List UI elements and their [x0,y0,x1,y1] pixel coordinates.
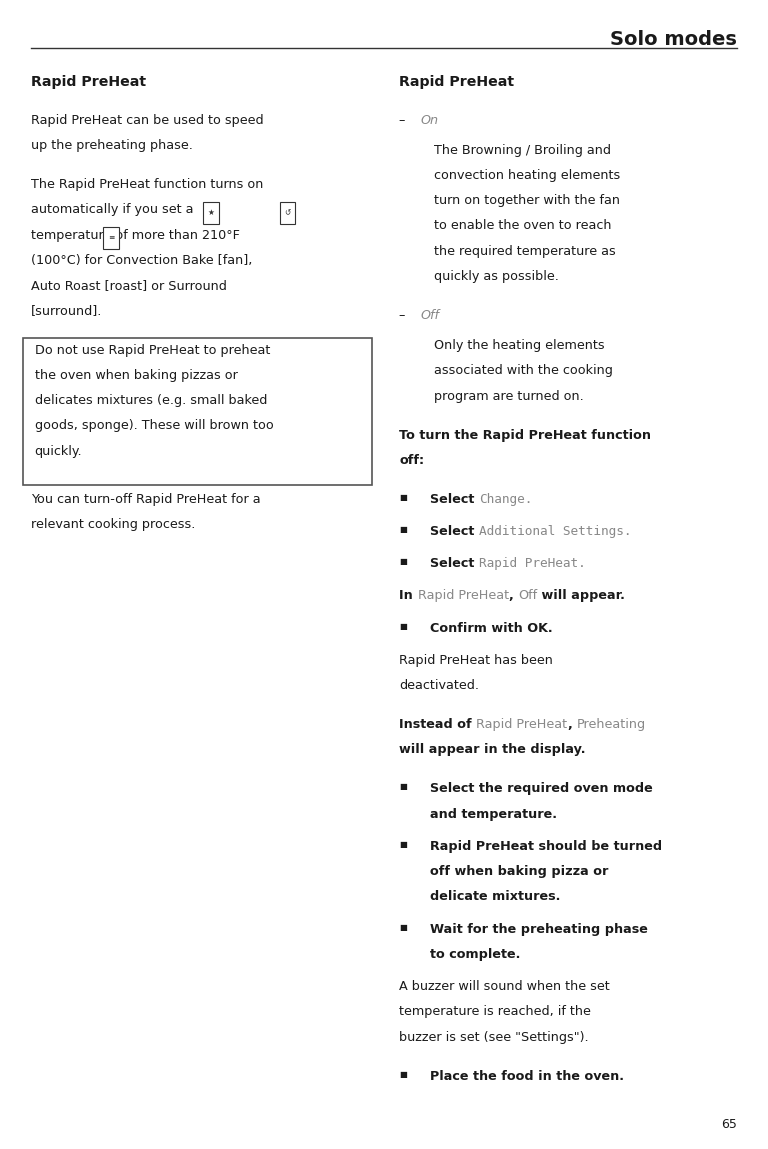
Text: to complete.: to complete. [430,948,521,961]
Text: automatically if you set a: automatically if you set a [31,203,194,216]
Text: to enable the oven to reach: to enable the oven to reach [434,219,611,232]
Text: Select: Select [430,557,479,570]
FancyBboxPatch shape [23,338,372,485]
Text: turn on together with the fan: turn on together with the fan [434,194,620,207]
Text: –: – [399,309,414,322]
Text: off:: off: [399,454,425,466]
Text: Rapid PreHeat: Rapid PreHeat [476,718,568,731]
Text: Select: Select [430,525,479,538]
Text: Off: Off [421,309,440,322]
Text: will appear.: will appear. [537,589,625,602]
Text: Preheating: Preheating [577,718,646,731]
Text: ,: , [508,589,518,602]
Text: ■: ■ [399,493,407,502]
Text: Additional Settings.: Additional Settings. [479,525,631,538]
Text: Rapid PreHeat can be used to speed: Rapid PreHeat can be used to speed [31,114,263,126]
Text: Rapid PreHeat has been: Rapid PreHeat has been [399,654,553,666]
Text: ≡: ≡ [108,233,114,242]
Text: A buzzer will sound when the set: A buzzer will sound when the set [399,980,610,993]
Text: program are turned on.: program are turned on. [434,390,584,402]
Text: associated with the cooking: associated with the cooking [434,364,613,377]
Text: Auto Roast [roast] or Surround: Auto Roast [roast] or Surround [31,279,227,292]
Text: The Browning / Broiling and: The Browning / Broiling and [434,144,611,156]
Text: quickly as possible.: quickly as possible. [434,270,559,283]
Text: Do not use Rapid PreHeat to preheat: Do not use Rapid PreHeat to preheat [35,344,270,356]
Text: Instead of: Instead of [399,718,476,731]
Text: delicate mixtures.: delicate mixtures. [430,890,561,903]
Text: (100°C) for Convection Bake [fan],: (100°C) for Convection Bake [fan], [31,254,252,267]
Text: will appear in the display.: will appear in the display. [399,743,586,756]
Text: Rapid PreHeat: Rapid PreHeat [418,589,508,602]
Text: delicates mixtures (e.g. small baked: delicates mixtures (e.g. small baked [35,394,267,407]
Text: You can turn-off Rapid PreHeat for a: You can turn-off Rapid PreHeat for a [31,493,260,506]
Text: On: On [421,114,439,126]
Text: In: In [399,589,418,602]
Text: Select the required oven mode: Select the required oven mode [430,782,653,795]
Text: ■: ■ [399,1070,407,1079]
Text: ■: ■ [399,840,407,849]
Text: ★: ★ [207,208,214,217]
FancyBboxPatch shape [280,202,296,224]
Text: the required temperature as: the required temperature as [434,245,616,257]
Text: Place the food in the oven.: Place the food in the oven. [430,1070,624,1082]
Text: goods, sponge). These will brown too: goods, sponge). These will brown too [35,419,273,432]
Text: Change.: Change. [479,493,532,506]
Text: 65: 65 [721,1118,737,1131]
Text: Select: Select [430,493,479,506]
Text: ↺: ↺ [284,208,291,217]
Text: Confirm with OK.: Confirm with OK. [430,622,553,634]
Text: –: – [399,114,414,126]
Text: Off: Off [518,589,537,602]
Text: temperature of more than 210°F: temperature of more than 210°F [31,229,240,241]
Text: quickly.: quickly. [35,445,82,457]
Text: Solo modes: Solo modes [611,30,737,49]
Text: buzzer is set (see "Settings").: buzzer is set (see "Settings"). [399,1031,589,1043]
Text: ■: ■ [399,923,407,932]
Text: ■: ■ [399,622,407,631]
Text: deactivated.: deactivated. [399,679,479,692]
Text: ■: ■ [399,525,407,534]
Text: up the preheating phase.: up the preheating phase. [31,139,193,152]
FancyBboxPatch shape [203,202,219,224]
FancyBboxPatch shape [103,228,119,249]
Text: ,: , [568,718,577,731]
Text: Only the heating elements: Only the heating elements [434,339,604,352]
Text: the oven when baking pizzas or: the oven when baking pizzas or [35,369,237,381]
Text: convection heating elements: convection heating elements [434,169,621,182]
Text: Rapid PreHeat: Rapid PreHeat [399,75,515,88]
Text: Rapid PreHeat: Rapid PreHeat [31,75,146,88]
Text: off when baking pizza or: off when baking pizza or [430,865,608,878]
Text: and temperature.: and temperature. [430,808,557,820]
Text: The Rapid PreHeat function turns on: The Rapid PreHeat function turns on [31,178,263,191]
Text: temperature is reached, if the: temperature is reached, if the [399,1005,591,1018]
Text: ■: ■ [399,557,407,566]
Text: To turn the Rapid PreHeat function: To turn the Rapid PreHeat function [399,429,651,441]
Text: Rapid PreHeat.: Rapid PreHeat. [479,557,586,570]
Text: Wait for the preheating phase: Wait for the preheating phase [430,923,648,935]
Text: [surround].: [surround]. [31,304,102,317]
Text: relevant cooking process.: relevant cooking process. [31,518,195,531]
Text: Rapid PreHeat should be turned: Rapid PreHeat should be turned [430,840,662,853]
Text: ■: ■ [399,782,407,792]
